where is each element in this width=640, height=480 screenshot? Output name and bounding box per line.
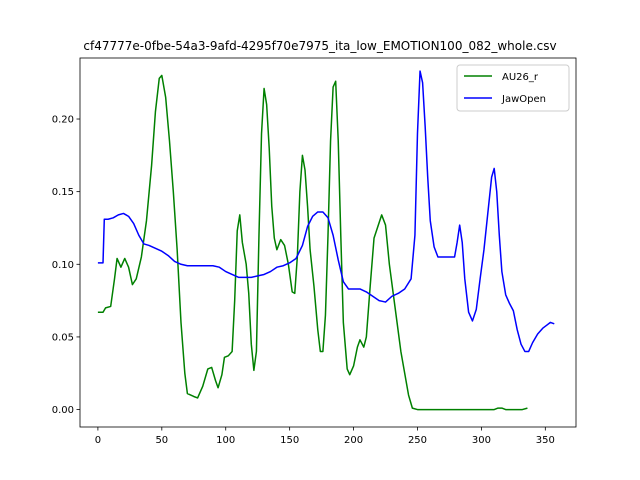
- legend-label-jawopen: JawOpen: [501, 94, 546, 105]
- legend: AU26_r JawOpen: [456, 64, 570, 112]
- x-tick-label: 350: [536, 435, 555, 446]
- y-axis: 0.00 0.05 0.10 0.15 0.20: [52, 115, 80, 416]
- x-tick-label: 100: [216, 435, 235, 446]
- plot-area: [97, 70, 555, 411]
- y-tick-label: 0.10: [52, 260, 74, 271]
- plot-frame: [79, 57, 577, 428]
- x-tick-label: 0: [95, 435, 101, 446]
- x-tick-label: 150: [280, 435, 299, 446]
- y-tick-label: 0.00: [52, 405, 74, 416]
- x-axis: 0 50 100 150 200 250 300 350: [95, 427, 555, 446]
- legend-label-au26-r: AU26_r: [502, 72, 539, 83]
- x-tick-label: 200: [344, 435, 363, 446]
- y-tick-label: 0.05: [52, 332, 74, 343]
- y-tick-label: 0.15: [52, 187, 74, 198]
- x-tick-label: 250: [408, 435, 427, 446]
- series-line-au26-r: [97, 74, 528, 411]
- x-tick-label: 50: [155, 435, 168, 446]
- y-tick-label: 0.20: [52, 115, 74, 126]
- series-line-jawopen: [97, 70, 555, 353]
- x-tick-label: 300: [472, 435, 491, 446]
- series-layer: [97, 70, 555, 411]
- chart-title: cf47777e-0fbe-54a3-9afd-4295f70e7975_ita…: [83, 39, 556, 53]
